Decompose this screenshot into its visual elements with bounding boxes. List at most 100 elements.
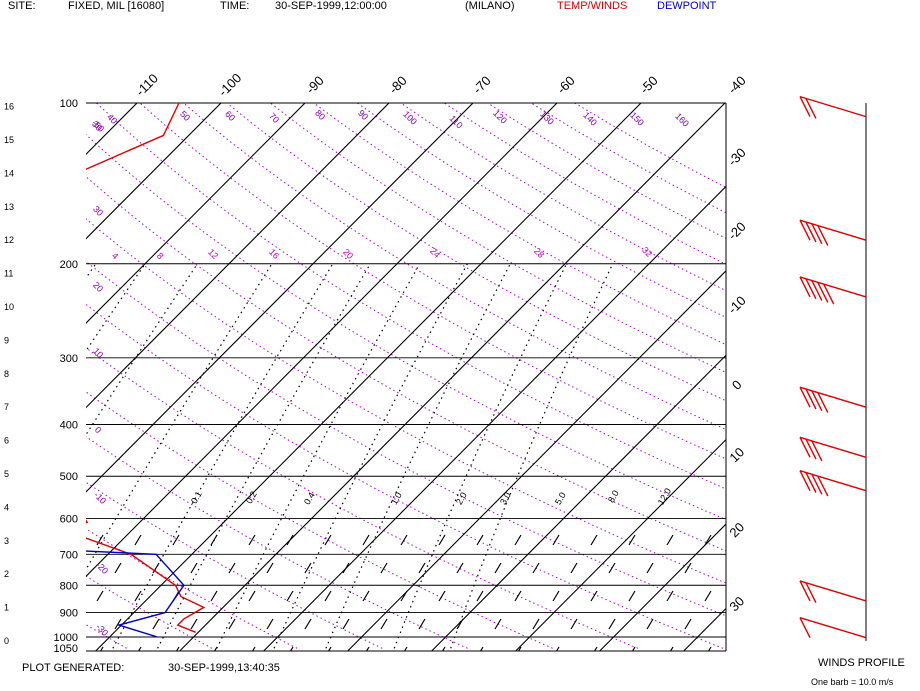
grid-dash — [517, 646, 522, 651]
mixing-ratio-label: 28 — [532, 246, 546, 260]
grid-dash — [438, 534, 446, 546]
theta-label: 80 — [313, 108, 327, 122]
grid-dash — [593, 646, 598, 651]
wind-barb — [799, 95, 867, 119]
grid-dash — [324, 534, 332, 546]
grid-dash — [114, 618, 122, 630]
grid-dash — [494, 618, 502, 630]
isotherm-label: -90 — [303, 73, 327, 97]
height-label: 3 — [4, 536, 9, 546]
grid-dash — [707, 646, 712, 651]
wind-barb — [799, 470, 867, 497]
dry-adiabat-line — [96, 103, 726, 490]
pressure-label: 600 — [60, 514, 78, 526]
mixing-ratio-line — [86, 263, 97, 279]
mixing-ratio-label: 0.2 — [244, 490, 259, 506]
dry-adiabat-line — [86, 133, 726, 521]
height-label: 7 — [4, 402, 9, 412]
dewpoint-legend: DEWPOINT — [657, 0, 717, 12]
grid-dash — [552, 590, 560, 602]
theta-label: 60 — [223, 109, 237, 123]
dry-adiabat-line — [86, 436, 468, 649]
isotherm-label: -80 — [386, 73, 410, 97]
height-label: 4 — [4, 502, 9, 512]
pressure-label: 1000 — [54, 632, 78, 644]
sounding-series — [86, 103, 206, 638]
grid-dash — [532, 562, 540, 574]
wind-barb — [799, 386, 867, 413]
grid-dash — [666, 590, 674, 602]
grid-dash — [438, 590, 446, 602]
pressure-label: 800 — [60, 580, 78, 592]
grid-dash — [476, 534, 484, 546]
winds-profile — [799, 95, 867, 641]
isotherms — [86, 103, 726, 651]
grid-dash — [628, 534, 636, 546]
grid-dash — [362, 534, 370, 546]
isotherm-label: 10 — [726, 444, 747, 465]
theta-label: 110 — [448, 113, 465, 130]
mixing-ratio-label: 8 — [155, 251, 166, 262]
mixing-ratio-label: 20 — [341, 247, 355, 261]
dry-adiabat-line — [357, 103, 726, 318]
dry-adiabat-line — [226, 103, 726, 402]
mixing-ratio-label: 4 — [110, 251, 121, 262]
grid-dash — [248, 590, 256, 602]
side-label: 20 — [91, 280, 105, 294]
height-label: 10 — [4, 302, 14, 312]
isotherm-label: -70 — [470, 73, 494, 97]
mixing-ratio-label: 0.4 — [302, 491, 317, 507]
mixing-ratio-label: 0.1 — [189, 490, 204, 506]
grid-dash — [514, 590, 522, 602]
grid-dash — [552, 534, 560, 546]
isobars — [86, 102, 726, 638]
theta-label: 120 — [491, 108, 509, 126]
height-label: 1 — [4, 603, 9, 613]
pressure-label: 100 — [60, 98, 78, 110]
grid-dash — [228, 562, 236, 574]
mixing-ratio-label: 8.0 — [606, 489, 621, 505]
height-label: 12 — [4, 235, 14, 245]
grid-dash — [669, 646, 674, 651]
site-label: SITE: — [8, 0, 36, 12]
grid-dash — [403, 646, 408, 651]
grid-dash — [213, 646, 218, 651]
dry-adiabat-line — [313, 103, 726, 346]
winds-profile-title: WINDS PROFILE — [818, 657, 905, 669]
time-value: 30-SEP-1999,12:00:00 — [275, 0, 387, 12]
wind-barb — [799, 580, 867, 604]
pressure-label: 300 — [60, 353, 78, 365]
height-label: 16 — [4, 102, 14, 112]
isotherm-label: -30 — [725, 145, 749, 169]
grid-dash — [380, 562, 388, 574]
isotherm-line — [86, 103, 306, 324]
wind-barb — [799, 276, 867, 305]
grid-dash — [172, 534, 180, 546]
height-label: 13 — [4, 202, 14, 212]
height-label: 9 — [4, 335, 9, 345]
mixing-ratio-label: 24 — [428, 246, 442, 260]
generated-label: PLOT GENERATED: — [22, 662, 125, 674]
dry-adiabat-line — [86, 528, 298, 649]
time-label: TIME: — [220, 0, 250, 12]
side-label: -30 — [94, 622, 110, 638]
side-label: 30 — [91, 204, 105, 218]
dry-adiabat-line — [86, 391, 553, 649]
isotherm-line — [179, 103, 726, 651]
theta-label: 50 — [178, 109, 192, 123]
grid-dash — [175, 646, 180, 651]
height-label: 6 — [4, 436, 9, 446]
dry-adiabat-line — [270, 103, 726, 374]
isotherm-line — [599, 523, 726, 651]
side-label: -20 — [94, 560, 110, 576]
plot-frame — [86, 103, 727, 652]
theta-label: 70 — [267, 111, 281, 125]
grid-dash — [666, 534, 674, 546]
grid-dash — [608, 562, 616, 574]
height-label: 8 — [4, 369, 9, 379]
axis-labels: 1002003004005006007008009001000105001234… — [4, 70, 749, 655]
grid-dash — [380, 618, 388, 630]
isotherm-line — [683, 607, 726, 651]
dry-adiabat-line — [487, 103, 726, 239]
